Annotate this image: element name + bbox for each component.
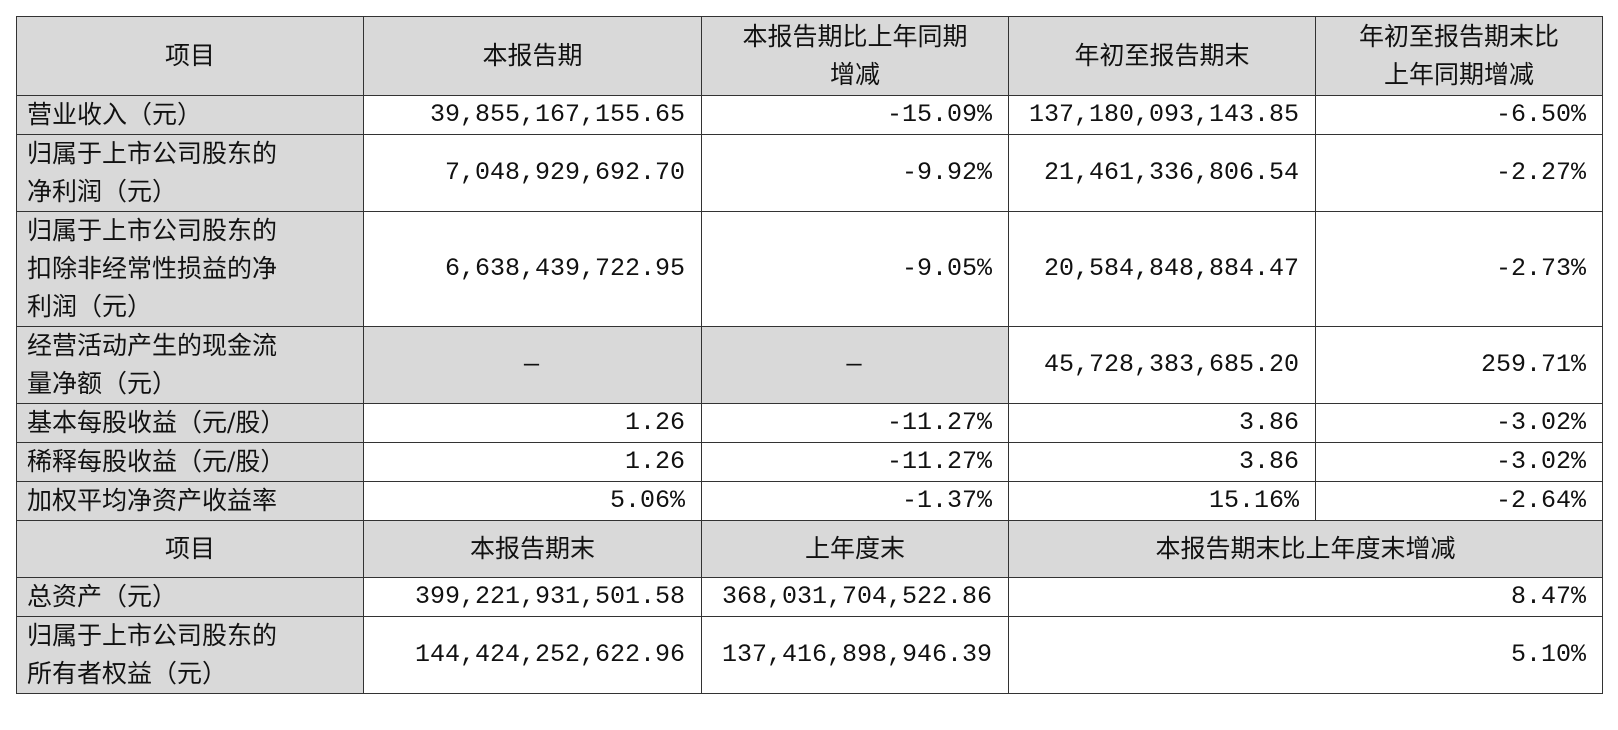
value-cell: 15.16% bbox=[1008, 481, 1316, 521]
table-body: 项目 本报告期 本报告期比上年同期 增减 年初至报告期末 年初至报告期末比 上年同期增减… bbox=[16, 16, 1603, 694]
value-cell: -2.73% bbox=[1315, 211, 1603, 327]
value-cell: 1.26 bbox=[363, 403, 702, 443]
value-cell: -3.02% bbox=[1315, 403, 1603, 443]
value-cell: -3.02% bbox=[1315, 442, 1603, 482]
header-cell: 项目 bbox=[16, 520, 364, 578]
value-cell: 137,180,093,143.85 bbox=[1008, 95, 1316, 135]
value-cell: 8.47% bbox=[1008, 577, 1603, 617]
table-row: 项目 本报告期末 上年度末 本报告期末比上年度末增减 bbox=[16, 520, 1603, 578]
value-cell: -9.05% bbox=[701, 211, 1009, 327]
value-cell: 1.26 bbox=[363, 442, 702, 482]
value-cell: -11.27% bbox=[701, 403, 1009, 443]
header-cell: 本报告期末比上年度末增减 bbox=[1008, 520, 1603, 578]
value-cell: 3.86 bbox=[1008, 442, 1316, 482]
value-cell: 368,031,704,522.86 bbox=[701, 577, 1009, 617]
row-label: 基本每股收益（元/股） bbox=[16, 403, 364, 443]
value-cell: 3.86 bbox=[1008, 403, 1316, 443]
value-cell: — bbox=[701, 326, 1009, 404]
row-label: 总资产（元） bbox=[16, 577, 364, 617]
value-cell: 45,728,383,685.20 bbox=[1008, 326, 1316, 404]
value-cell: 39,855,167,155.65 bbox=[363, 95, 702, 135]
value-cell: -9.92% bbox=[701, 134, 1009, 212]
row-label: 归属于上市公司股东的 净利润（元） bbox=[16, 134, 364, 212]
table-row: 归属于上市公司股东的 净利润（元） 7,048,929,692.70 -9.92% 2… bbox=[16, 134, 1603, 212]
row-label: 归属于上市公司股东的 扣除非经常性损益的净 利润（元） bbox=[16, 211, 364, 327]
row-label: 稀释每股收益（元/股） bbox=[16, 442, 364, 482]
value-cell: 137,416,898,946.39 bbox=[701, 616, 1009, 694]
table-row: 稀释每股收益（元/股） 1.26 -11.27% 3.86 -3.02% bbox=[16, 442, 1603, 482]
row-label: 经营活动产生的现金流 量净额（元） bbox=[16, 326, 364, 404]
value-cell: 21,461,336,806.54 bbox=[1008, 134, 1316, 212]
table-row: 归属于上市公司股东的 所有者权益（元） 144,424,252,622.96 137… bbox=[16, 616, 1603, 694]
header-cell: 本报告期 bbox=[363, 16, 702, 96]
value-cell: -2.64% bbox=[1315, 481, 1603, 521]
value-cell: -6.50% bbox=[1315, 95, 1603, 135]
value-cell: -2.27% bbox=[1315, 134, 1603, 212]
table-row: 归属于上市公司股东的 扣除非经常性损益的净 利润（元） 6,638,439,722… bbox=[16, 211, 1603, 327]
value-cell: 259.71% bbox=[1315, 326, 1603, 404]
table-row: 营业收入（元） 39,855,167,155.65 -15.09% 137,180,0… bbox=[16, 95, 1603, 135]
value-cell: 5.10% bbox=[1008, 616, 1603, 694]
value-cell: 6,638,439,722.95 bbox=[363, 211, 702, 327]
row-label: 归属于上市公司股东的 所有者权益（元） bbox=[16, 616, 364, 694]
header-cell: 本报告期末 bbox=[363, 520, 702, 578]
header-cell: 项目 bbox=[16, 16, 364, 96]
header-cell: 上年度末 bbox=[701, 520, 1009, 578]
value-cell: 20,584,848,884.47 bbox=[1008, 211, 1316, 327]
value-cell: -15.09% bbox=[701, 95, 1009, 135]
value-cell: 399,221,931,501.58 bbox=[363, 577, 702, 617]
table-row: 基本每股收益（元/股） 1.26 -11.27% 3.86 -3.02% bbox=[16, 403, 1603, 443]
header-cell: 年初至报告期末比 上年同期增减 bbox=[1315, 16, 1603, 96]
table-row: 项目 本报告期 本报告期比上年同期 增减 年初至报告期末 年初至报告期末比 上年同期增减 bbox=[16, 16, 1603, 96]
header-cell: 本报告期比上年同期 增减 bbox=[701, 16, 1009, 96]
value-cell: 7,048,929,692.70 bbox=[363, 134, 702, 212]
table-row: 经营活动产生的现金流 量净额（元） — —45,728,383,685.20 259.… bbox=[16, 326, 1603, 404]
financial-table: 项目 本报告期 本报告期比上年同期 增减 年初至报告期末 年初至报告期末比 上年同期增减… bbox=[16, 16, 1603, 694]
header-cell: 年初至报告期末 bbox=[1008, 16, 1316, 96]
table-row: 总资产（元） 399,221,931,501.58 368,031,704,522.… bbox=[16, 577, 1603, 617]
value-cell: — bbox=[363, 326, 702, 404]
row-label: 营业收入（元） bbox=[16, 95, 364, 135]
row-label: 加权平均净资产收益率 bbox=[16, 481, 364, 521]
value-cell: -1.37% bbox=[701, 481, 1009, 521]
value-cell: 5.06% bbox=[363, 481, 702, 521]
value-cell: 144,424,252,622.96 bbox=[363, 616, 702, 694]
value-cell: -11.27% bbox=[701, 442, 1009, 482]
table-row: 加权平均净资产收益率 5.06% -1.37% 15.16% -2.64% bbox=[16, 481, 1603, 521]
